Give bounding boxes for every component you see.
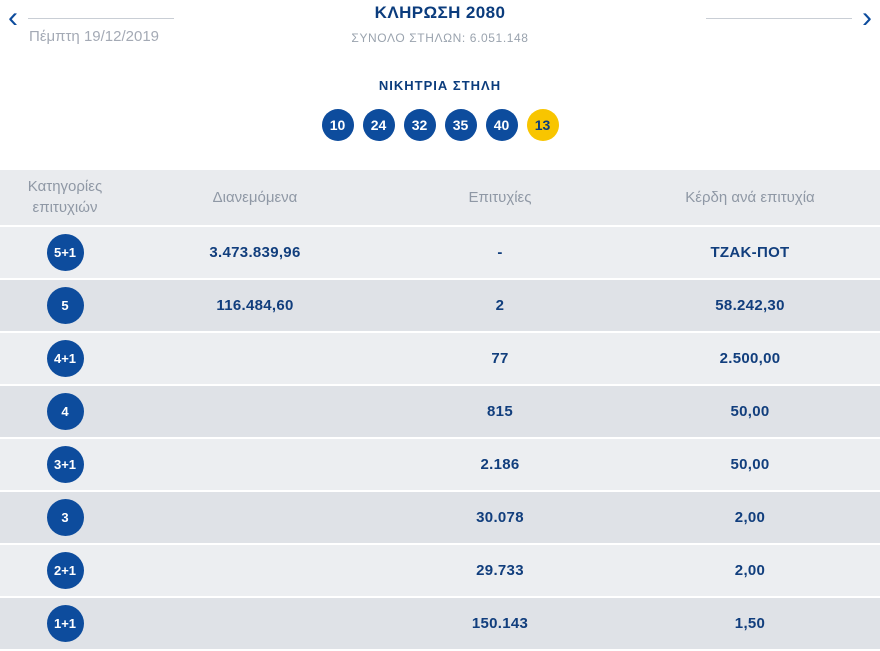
category-badge: 2+1 xyxy=(46,552,84,589)
prize-value: 1,50 xyxy=(734,615,766,632)
column-header-prize: Κέρδη ανά επιτυχία xyxy=(685,189,815,206)
winning-number-ball: 24 xyxy=(362,109,395,141)
draw-title: ΚΛΗΡΩΣΗ 2080 xyxy=(374,3,506,22)
draw-header: ‹ › ΚΛΗΡΩΣΗ 2080 ΣΥΝΟΛΟ ΣΤΗΛΩΝ: 6.051.14… xyxy=(0,0,880,60)
draw-date: Πέμπτη 19/12/2019 xyxy=(29,28,160,45)
winners-value: 29.733 xyxy=(476,562,524,579)
table-row: 3 30.078 2,00 xyxy=(0,492,880,543)
winning-number-ball: 35 xyxy=(444,109,477,141)
divider-left xyxy=(28,18,174,19)
winners-value: 30.078 xyxy=(476,509,524,526)
winners-value: 2 xyxy=(495,297,505,314)
table-row: 5+1 3.473.839,96 - ΤΖΑΚ-ΠΟΤ xyxy=(0,227,880,278)
table-row: 4+1 77 2.500,00 xyxy=(0,333,880,384)
winning-number-ball: 32 xyxy=(403,109,436,141)
category-badge: 3 xyxy=(46,499,84,536)
table-row: 5 116.484,60 2 58.242,30 xyxy=(0,280,880,331)
table-header-row: Κατηγορίες επιτυχιών Διανεμόμενα Επιτυχί… xyxy=(0,170,880,225)
category-badge: 5+1 xyxy=(46,234,84,271)
distributed-value: 3.473.839,96 xyxy=(209,244,301,261)
joker-number-ball: 13 xyxy=(526,109,559,141)
prize-value: 2.500,00 xyxy=(719,350,781,367)
winning-number-ball: 10 xyxy=(321,109,354,141)
table-row: 4 815 50,00 xyxy=(0,386,880,437)
category-badge: 4 xyxy=(46,393,84,430)
winners-value: 77 xyxy=(491,350,509,367)
category-badge: 4+1 xyxy=(46,340,84,377)
winning-number-ball: 40 xyxy=(485,109,518,141)
total-columns-label: ΣΥΝΟΛΟ ΣΤΗΛΩΝ: 6.051.148 xyxy=(351,31,529,45)
winners-value: - xyxy=(497,244,503,261)
results-table: Κατηγορίες επιτυχιών Διανεμόμενα Επιτυχί… xyxy=(0,170,880,649)
column-header-winners: Επιτυχίες xyxy=(468,189,532,206)
prize-value: 50,00 xyxy=(730,403,770,420)
category-badge: 5 xyxy=(46,287,84,324)
winning-column-title: ΝΙΚΗΤΡΙΑ ΣΤΗΛΗ xyxy=(378,78,502,93)
draw-title-block: ΚΛΗΡΩΣΗ 2080 ΣΥΝΟΛΟ ΣΤΗΛΩΝ: 6.051.148 xyxy=(0,3,880,45)
column-header-categories: Κατηγορίες επιτυχιών xyxy=(27,178,103,216)
table-row: 1+1 150.143 1,50 xyxy=(0,598,880,649)
prize-value: 2,00 xyxy=(734,509,766,526)
distributed-value: 116.484,60 xyxy=(216,297,294,314)
winning-numbers: 10 24 32 35 40 13 xyxy=(0,109,880,141)
chevron-left-icon[interactable]: ‹ xyxy=(8,1,18,34)
prize-value: ΤΖΑΚ-ΠΟΤ xyxy=(710,244,790,261)
column-header-distributed: Διανεμόμενα xyxy=(212,189,298,206)
category-badge: 1+1 xyxy=(46,605,84,642)
table-row: 2+1 29.733 2,00 xyxy=(0,545,880,596)
winners-value: 815 xyxy=(487,403,513,420)
prize-value: 2,00 xyxy=(734,562,766,579)
category-badge: 3+1 xyxy=(46,446,84,483)
chevron-right-icon[interactable]: › xyxy=(862,1,872,34)
prize-value: 50,00 xyxy=(730,456,770,473)
winners-value: 2.186 xyxy=(480,456,520,473)
winning-column-section: ΝΙΚΗΤΡΙΑ ΣΤΗΛΗ 10 24 32 35 40 13 xyxy=(0,78,880,141)
winners-value: 150.143 xyxy=(471,615,529,632)
divider-right xyxy=(706,18,852,19)
table-row: 3+1 2.186 50,00 xyxy=(0,439,880,490)
prize-value: 58.242,30 xyxy=(715,297,785,314)
